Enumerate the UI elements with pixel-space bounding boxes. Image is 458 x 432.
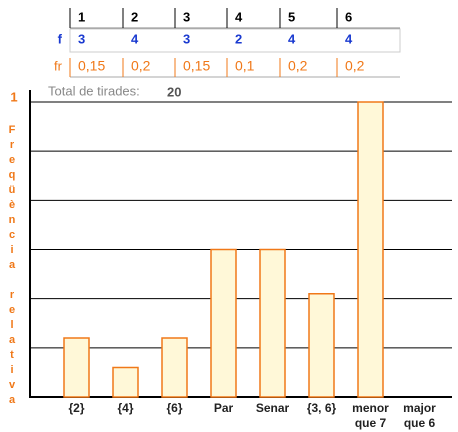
bar	[210, 248, 237, 398]
fr-cell: 0,2	[345, 58, 365, 74]
header-cell: 3	[183, 9, 190, 24]
f-row-bg	[69, 28, 401, 53]
f-label: f	[58, 31, 63, 46]
bar	[112, 366, 139, 398]
fr-cell: 0,2	[131, 58, 151, 74]
y-tick-label: 1	[10, 89, 17, 104]
total-value: 20	[167, 84, 181, 99]
fr-cell: 0,2	[288, 58, 308, 74]
header-cell: 6	[345, 9, 352, 24]
x-tick-label: menor que 7	[352, 401, 389, 430]
fr-cell: 0,15	[183, 58, 210, 74]
f-cell: 3	[183, 31, 190, 46]
bar	[308, 293, 335, 398]
x-tick-label: Senar	[255, 401, 290, 415]
fr-cell: 0,1	[235, 58, 255, 74]
x-tick-label: Par	[213, 401, 234, 415]
header-cell: 1	[78, 9, 85, 24]
bar	[161, 337, 188, 398]
header-cell: 4	[235, 9, 243, 24]
total-label: Total de tirades:	[48, 83, 140, 98]
fr-label: fr	[54, 58, 63, 73]
x-tick-label: {4}	[117, 401, 134, 415]
f-cell: 2	[235, 31, 242, 46]
x-tick-label: {2}	[68, 401, 85, 415]
f-cell: 4	[131, 31, 139, 46]
bar	[357, 101, 384, 398]
f-cell: 3	[78, 31, 85, 46]
bar	[63, 337, 90, 398]
x-tick-label: major que 6	[403, 401, 436, 430]
fr-cell: 0,15	[78, 58, 105, 74]
y-axis-label: Freqüència relativa	[6, 124, 18, 409]
bar	[259, 248, 286, 398]
header-cell: 5	[288, 9, 295, 24]
x-tick-label: {3, 6}	[306, 401, 337, 415]
header-cell: 2	[131, 9, 138, 24]
f-cell: 4	[345, 31, 353, 46]
f-cell: 4	[288, 31, 296, 46]
x-tick-label: {6}	[166, 401, 183, 415]
